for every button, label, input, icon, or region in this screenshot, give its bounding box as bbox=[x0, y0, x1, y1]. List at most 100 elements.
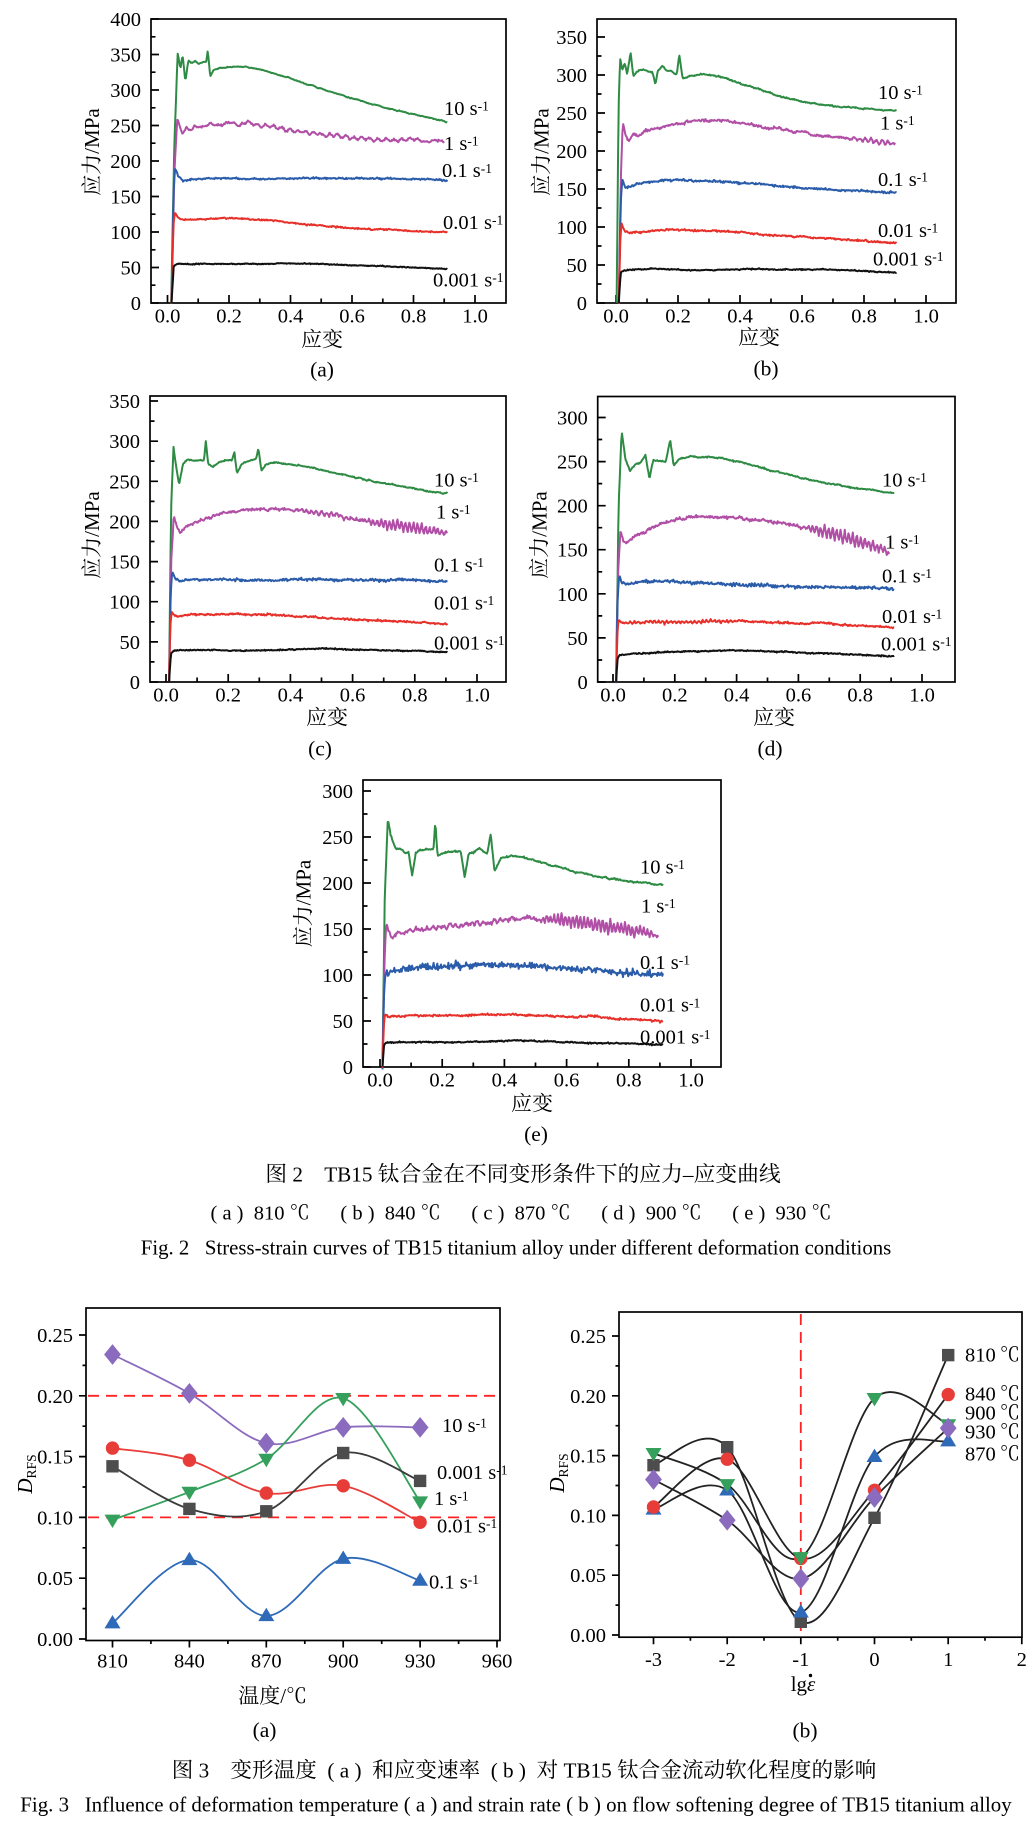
svg-text:400: 400 bbox=[110, 9, 141, 31]
svg-text:TB15: TB15 bbox=[558, 1758, 617, 1782]
svg-text:0.1 s-1: 0.1 s-1 bbox=[882, 565, 932, 587]
svg-text:( e ) 930: ( e ) 930 bbox=[732, 1202, 811, 1224]
svg-text:150: 150 bbox=[109, 552, 140, 574]
svg-text:0.001 s-1: 0.001 s-1 bbox=[433, 269, 503, 291]
svg-text:0.20: 0.20 bbox=[570, 1386, 606, 1408]
svg-text:1.0: 1.0 bbox=[678, 1070, 704, 1092]
svg-text:0.001 s-1: 0.001 s-1 bbox=[434, 632, 504, 654]
svg-text:1.0: 1.0 bbox=[462, 306, 488, 328]
svg-text:250: 250 bbox=[110, 116, 141, 138]
svg-text:( b ): ( b ) bbox=[480, 1758, 536, 1782]
svg-text:1: 1 bbox=[943, 1649, 953, 1671]
svg-text:0.8: 0.8 bbox=[851, 306, 877, 328]
svg-text:50: 50 bbox=[567, 628, 588, 650]
svg-text:0.1 s-1: 0.1 s-1 bbox=[434, 554, 484, 576]
svg-text:/MPa: /MPa bbox=[528, 491, 552, 537]
svg-text:200: 200 bbox=[110, 151, 141, 173]
svg-text:900: 900 bbox=[328, 1651, 359, 1673]
svg-text:0.6: 0.6 bbox=[789, 306, 815, 328]
svg-text:0.1 s-1: 0.1 s-1 bbox=[878, 169, 928, 191]
svg-text:0.2: 0.2 bbox=[662, 685, 688, 707]
svg-text:100: 100 bbox=[110, 222, 141, 244]
svg-text:/MPa: /MPa bbox=[292, 859, 316, 905]
svg-text:300: 300 bbox=[556, 65, 587, 87]
svg-text:960: 960 bbox=[482, 1651, 513, 1673]
svg-text:0.001 s-1: 0.001 s-1 bbox=[873, 248, 943, 270]
svg-text:300: 300 bbox=[322, 781, 353, 803]
svg-text:300: 300 bbox=[557, 408, 588, 430]
svg-text:lgε: lgε bbox=[791, 1672, 816, 1696]
svg-text:870: 870 bbox=[251, 1651, 282, 1673]
svg-text:0.05: 0.05 bbox=[570, 1565, 606, 1587]
svg-text:0.4: 0.4 bbox=[727, 306, 753, 328]
svg-text:0.1 s-1: 0.1 s-1 bbox=[442, 160, 492, 182]
svg-text:0.1 s-1: 0.1 s-1 bbox=[640, 952, 690, 974]
svg-text:0.10: 0.10 bbox=[37, 1507, 73, 1529]
svg-text:0.01 s-1: 0.01 s-1 bbox=[640, 995, 700, 1017]
svg-text:0: 0 bbox=[577, 672, 587, 694]
svg-text:200: 200 bbox=[557, 496, 588, 518]
svg-text:/: / bbox=[280, 1684, 286, 1708]
svg-text:0.15: 0.15 bbox=[37, 1447, 73, 1469]
svg-text:300: 300 bbox=[110, 80, 141, 102]
svg-text:0.8: 0.8 bbox=[401, 306, 427, 328]
svg-text:200: 200 bbox=[109, 511, 140, 533]
svg-text:–: – bbox=[682, 1162, 694, 1186]
svg-text:(c): (c) bbox=[308, 737, 332, 761]
svg-text:0.0: 0.0 bbox=[367, 1070, 393, 1092]
svg-text:150: 150 bbox=[556, 179, 587, 201]
svg-text:-1: -1 bbox=[792, 1649, 809, 1671]
svg-text:1.0: 1.0 bbox=[464, 685, 490, 707]
svg-text:810: 810 bbox=[97, 1651, 128, 1673]
svg-text:150: 150 bbox=[110, 187, 141, 209]
svg-text:0.1 s-1: 0.1 s-1 bbox=[429, 1571, 479, 1593]
svg-text:0: 0 bbox=[869, 1649, 879, 1671]
svg-text:0.20: 0.20 bbox=[37, 1386, 73, 1408]
svg-text:0.15: 0.15 bbox=[570, 1446, 606, 1468]
svg-text:Fig. 2 Stress-strain curves: Fig. 2 Stress-strain curves of TB15 tita… bbox=[141, 1236, 891, 1259]
svg-text:0.01 s-1: 0.01 s-1 bbox=[434, 592, 494, 614]
svg-text:350: 350 bbox=[556, 27, 587, 49]
svg-text:100: 100 bbox=[109, 592, 140, 614]
svg-text:0: 0 bbox=[130, 672, 140, 694]
svg-text:0.0: 0.0 bbox=[603, 306, 629, 328]
svg-text:/MPa: /MPa bbox=[530, 108, 554, 154]
svg-text:0.8: 0.8 bbox=[847, 685, 873, 707]
svg-text:0.4: 0.4 bbox=[724, 685, 750, 707]
svg-text:Fig. 3 Influence of deformat: Fig. 3 Influence of deformation temperat… bbox=[20, 1792, 1012, 1816]
svg-text:0.6: 0.6 bbox=[786, 685, 812, 707]
svg-text:( a ): ( a ) bbox=[317, 1758, 372, 1782]
svg-text:100: 100 bbox=[557, 584, 588, 606]
svg-text:0.001 s-1: 0.001 s-1 bbox=[881, 633, 951, 655]
svg-text:350: 350 bbox=[110, 45, 141, 67]
svg-text:0.001 s-1: 0.001 s-1 bbox=[437, 1462, 507, 1484]
svg-text:840: 840 bbox=[965, 1383, 996, 1405]
svg-text:/MPa: /MPa bbox=[80, 491, 104, 537]
svg-text:0.05: 0.05 bbox=[37, 1568, 73, 1590]
svg-text:(e): (e) bbox=[524, 1122, 548, 1146]
svg-text:0.00: 0.00 bbox=[570, 1625, 606, 1647]
svg-text:250: 250 bbox=[109, 471, 140, 493]
svg-text:0.4: 0.4 bbox=[278, 685, 304, 707]
svg-text:2: 2 bbox=[1017, 1649, 1027, 1671]
svg-text:0: 0 bbox=[343, 1057, 353, 1079]
svg-text:50: 50 bbox=[120, 632, 141, 654]
svg-text:TB15: TB15 bbox=[324, 1162, 378, 1186]
svg-text:(b): (b) bbox=[753, 357, 778, 381]
svg-text:DRFS: DRFS bbox=[13, 1454, 39, 1494]
svg-text:350: 350 bbox=[109, 391, 140, 413]
svg-text:0.4: 0.4 bbox=[278, 306, 304, 328]
svg-text:1.0: 1.0 bbox=[909, 685, 935, 707]
svg-text:0.4: 0.4 bbox=[492, 1070, 518, 1092]
svg-text:(b): (b) bbox=[792, 1719, 817, 1743]
svg-text:0.01 s-1: 0.01 s-1 bbox=[437, 1515, 497, 1537]
svg-text:2: 2 bbox=[287, 1162, 324, 1186]
svg-text:200: 200 bbox=[322, 873, 353, 895]
svg-text:(d): (d) bbox=[757, 737, 782, 761]
svg-text:0: 0 bbox=[577, 293, 587, 315]
svg-text:930: 930 bbox=[965, 1421, 996, 1443]
svg-text:0: 0 bbox=[131, 293, 141, 315]
svg-text:100: 100 bbox=[556, 217, 587, 239]
svg-text:0.25: 0.25 bbox=[37, 1325, 73, 1347]
svg-text:840: 840 bbox=[174, 1651, 205, 1673]
